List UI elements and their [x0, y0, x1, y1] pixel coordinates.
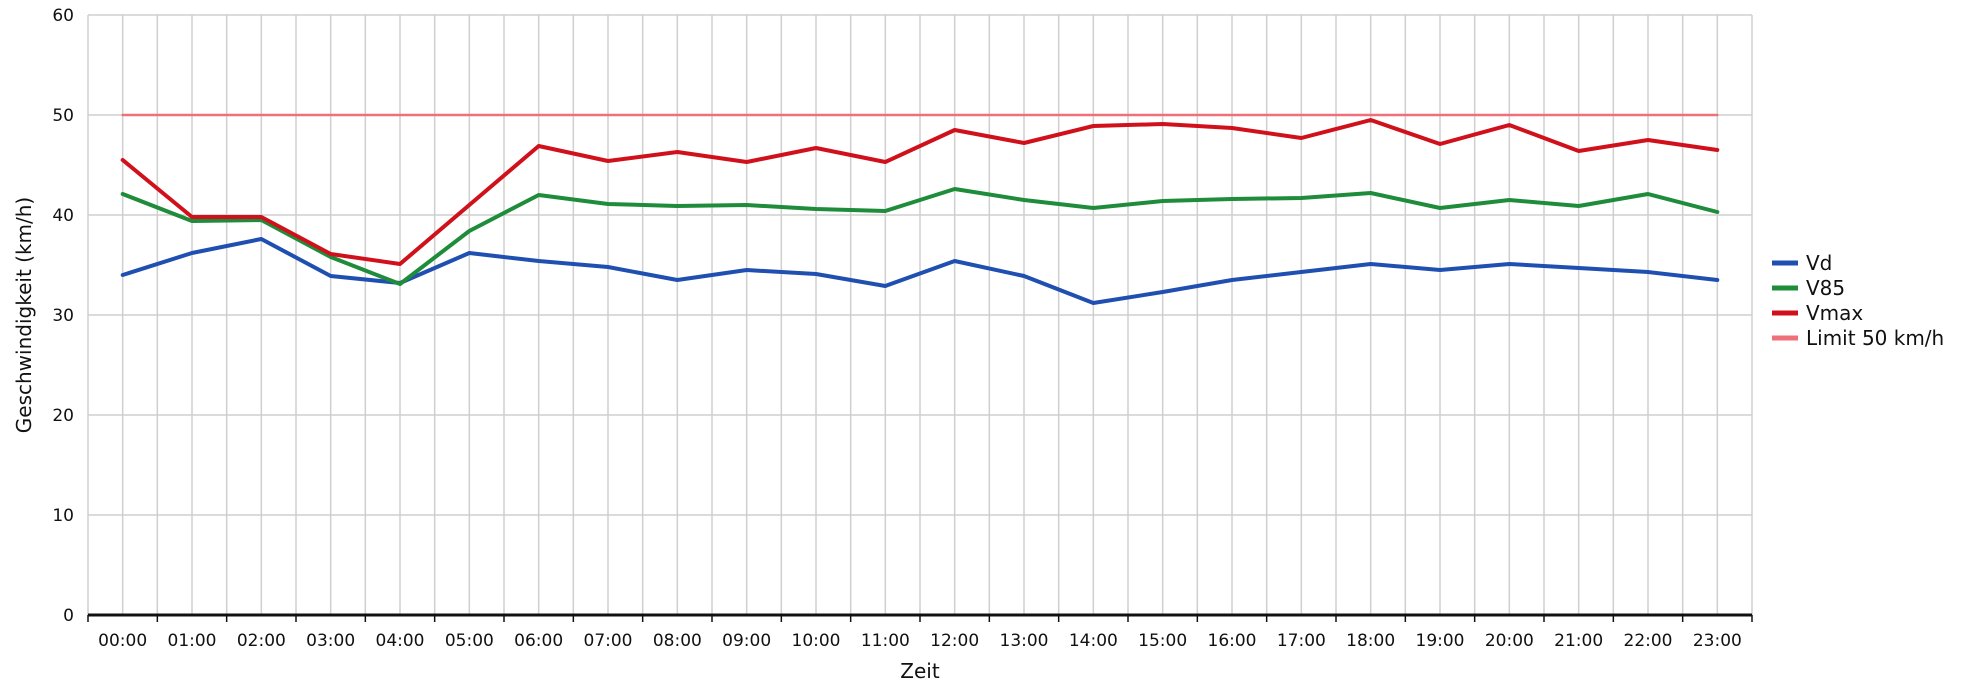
y-tick-label: 20 [52, 406, 74, 426]
x-tick-label: 11:00 [861, 631, 910, 651]
x-tick-label: 22:00 [1624, 631, 1673, 651]
x-tick-label: 21:00 [1554, 631, 1603, 651]
x-tick-label: 00:00 [98, 631, 147, 651]
legend-label: V85 [1806, 276, 1845, 300]
y-tick-label: 40 [52, 206, 74, 226]
x-tick-label: 15:00 [1138, 631, 1187, 651]
x-tick-label: 13:00 [1000, 631, 1049, 651]
axes: 0 10 20 30 40 50 60 00:00 01:00 02:00 03:00 04:00 05… [52, 6, 1753, 651]
y-tick-label: 50 [52, 106, 74, 126]
legend-label: Limit 50 km/h [1806, 326, 1944, 350]
x-tick-label: 04:00 [376, 631, 425, 651]
y-axis-title: Geschwindigkeit (km/h) [12, 197, 36, 433]
x-tick-label: 23:00 [1693, 631, 1742, 651]
y-tick-label: 60 [52, 6, 74, 26]
x-tick-label: 05:00 [445, 631, 494, 651]
x-tick-label: 03:00 [306, 631, 355, 651]
x-tick-label: 09:00 [722, 631, 771, 651]
y-tick-label: 0 [63, 606, 74, 626]
x-tick-label: 20:00 [1485, 631, 1534, 651]
x-tick-label: 19:00 [1416, 631, 1465, 651]
y-tick-label: 10 [52, 506, 74, 526]
x-tick-label: 01:00 [168, 631, 217, 651]
x-tick-label: 07:00 [584, 631, 633, 651]
x-tick-label: 02:00 [237, 631, 286, 651]
x-tick-label: 18:00 [1346, 631, 1395, 651]
series-line-vd [120, 237, 1720, 305]
x-tick-label: 16:00 [1208, 631, 1257, 651]
x-tick-label: 10:00 [792, 631, 841, 651]
x-axis-title: Zeit [900, 659, 940, 683]
series-line-v85 [120, 187, 1720, 286]
series-lines [120, 113, 1720, 305]
legend-label: Vd [1806, 251, 1832, 275]
series-line-vmax [120, 118, 1720, 266]
y-tick-label: 30 [52, 306, 74, 326]
x-tick-label: 17:00 [1277, 631, 1326, 651]
x-tick-label: 06:00 [514, 631, 563, 651]
x-tick-label: 08:00 [653, 631, 702, 651]
x-tick-label: 12:00 [930, 631, 979, 651]
x-tick-label: 14:00 [1069, 631, 1118, 651]
legend-label: Vmax [1806, 301, 1863, 325]
grid [87, 14, 1753, 615]
